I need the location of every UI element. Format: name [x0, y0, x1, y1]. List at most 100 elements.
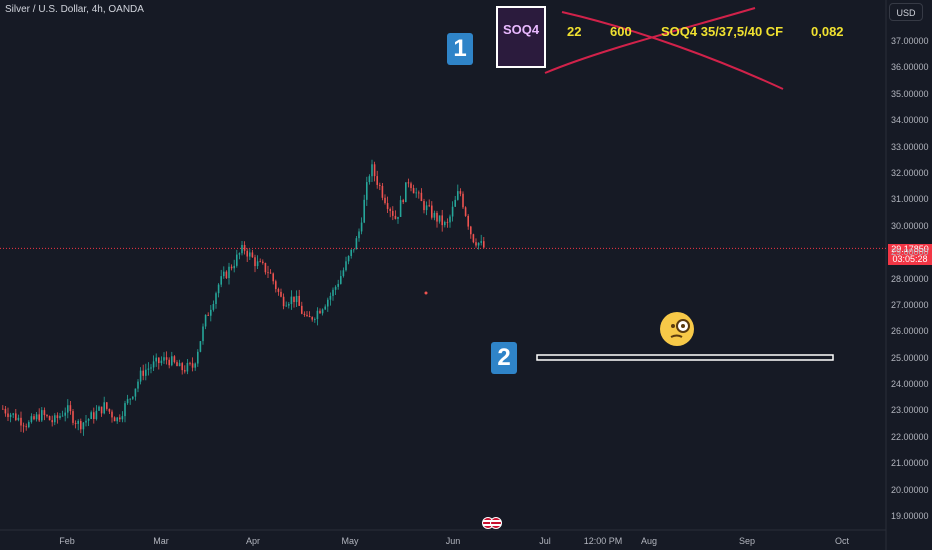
x-tick-label: Feb	[59, 536, 75, 546]
candle-body	[54, 415, 56, 423]
candle-body	[202, 326, 204, 342]
candle-body	[480, 241, 482, 243]
candle-body	[269, 272, 272, 274]
candle-body	[41, 410, 43, 421]
price-tag-countdown: 03:05:28	[892, 254, 928, 264]
candle-body	[412, 188, 415, 194]
annotation-value-4: 0,082	[811, 24, 844, 39]
annotation-value-3: SOQ4 35/37,5/40 CF	[661, 24, 784, 39]
candle-body	[22, 425, 25, 427]
candle-body	[438, 215, 441, 222]
candle-body	[275, 281, 277, 290]
candle-body	[262, 261, 264, 263]
candle-body	[254, 257, 256, 267]
candle-body	[171, 356, 173, 366]
candle-body	[444, 222, 446, 226]
candle-body	[95, 410, 98, 419]
candle-body	[311, 317, 313, 320]
candle-body	[306, 314, 308, 316]
candle-body	[217, 284, 220, 294]
candle-body	[168, 359, 170, 366]
candle-body	[256, 261, 259, 267]
candle-body	[155, 357, 157, 362]
candle-body	[238, 253, 241, 255]
candle-body	[241, 244, 243, 254]
candle-body	[337, 283, 339, 287]
y-tick-label: 22.00000	[891, 431, 929, 442]
candle-body	[207, 314, 209, 316]
y-tick-label: 34.00000	[891, 115, 929, 126]
candle-body	[129, 398, 131, 400]
candle-body	[28, 422, 30, 428]
candle-body	[246, 250, 248, 257]
candle-body	[425, 205, 428, 211]
candle-body	[449, 216, 451, 223]
candle-body	[77, 420, 79, 424]
y-tick-label: 35.00000	[891, 88, 929, 99]
x-tick-label: Aug	[640, 536, 658, 546]
candle-body	[327, 299, 329, 307]
badge-1: 1	[447, 33, 473, 65]
cross-stroke-1[interactable]	[544, 7, 756, 74]
candle-body	[319, 310, 321, 314]
x-tick-label: Jul	[539, 536, 551, 546]
candle-body	[106, 402, 108, 409]
candle-body	[20, 417, 22, 426]
candle-body	[186, 362, 189, 372]
candle-body	[163, 357, 165, 361]
candle-body	[282, 296, 285, 307]
candle-body	[332, 289, 334, 296]
candle-body	[420, 192, 423, 202]
candle-body	[324, 306, 326, 310]
candle-body	[139, 370, 142, 382]
candle-body	[51, 420, 53, 423]
candle-body	[25, 426, 27, 428]
candle-body	[173, 356, 176, 363]
cross-stroke-2[interactable]	[561, 11, 784, 90]
candle-body	[17, 417, 20, 421]
candle-body	[80, 420, 82, 430]
candle-body	[82, 422, 85, 430]
candle-body	[33, 416, 35, 420]
candle-body	[436, 212, 438, 222]
candle-body	[249, 252, 251, 257]
candle-body	[90, 412, 92, 419]
candle-body	[407, 182, 410, 184]
candle-body	[199, 341, 202, 352]
candle-body	[301, 305, 303, 314]
price-tag: 29.17850 03:05:28	[888, 244, 932, 265]
us-flag-icon[interactable]	[490, 517, 502, 529]
y-tick-label: 26.00000	[891, 326, 929, 337]
candle-body	[298, 295, 300, 306]
candle-body	[423, 201, 425, 211]
candle-body	[165, 357, 168, 360]
annotation-value-1: 22	[567, 24, 582, 39]
candle-body	[93, 412, 95, 419]
candle-body	[181, 363, 183, 371]
candle-body	[371, 164, 373, 177]
horizontal-level-line[interactable]	[536, 354, 834, 361]
candle-body	[12, 413, 14, 415]
y-tick-label: 21.00000	[891, 458, 929, 469]
candle-body	[134, 388, 137, 397]
candle-body	[116, 417, 118, 422]
candle-body	[204, 314, 207, 327]
candle-body	[225, 271, 228, 279]
candle-body	[111, 411, 113, 418]
y-tick-label: 28.00000	[891, 273, 929, 284]
candle-body	[272, 273, 274, 282]
annotation-value-2: 600	[610, 24, 632, 39]
candle-body	[251, 252, 254, 258]
candle-body	[15, 413, 17, 421]
candle-body	[184, 370, 186, 372]
candle-body	[464, 207, 467, 216]
y-tick-label: 20.00000	[891, 484, 929, 495]
y-tick-label: 32.00000	[891, 167, 929, 178]
currency-button[interactable]: USD	[889, 3, 923, 21]
candle-body	[264, 262, 267, 273]
candle-body	[243, 244, 246, 251]
candle-body	[74, 422, 77, 424]
thinking-face-icon	[660, 312, 694, 346]
candle-body	[472, 234, 475, 243]
